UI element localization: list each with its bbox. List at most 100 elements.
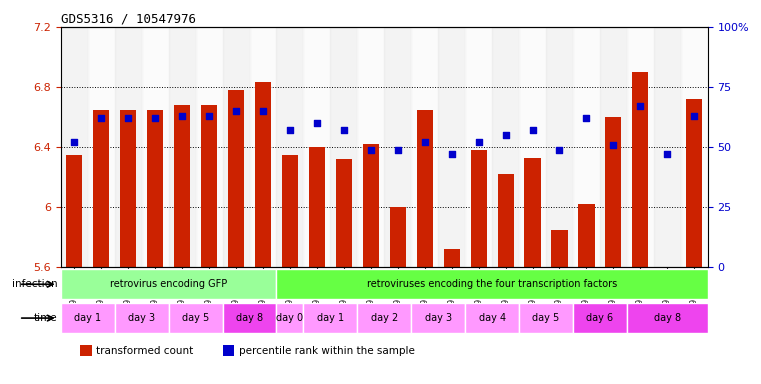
Point [257, 108, 269, 114]
Point [310, 120, 323, 126]
Bar [632, 72, 648, 267]
Bar [147, 109, 164, 267]
Point [688, 113, 700, 119]
Point [661, 151, 673, 157]
Bar [573, 27, 600, 267]
Text: day 8: day 8 [236, 313, 263, 323]
Text: day 6: day 6 [587, 313, 613, 323]
Bar [276, 27, 304, 267]
Text: day 1: day 1 [75, 313, 101, 323]
Bar [81, 345, 92, 356]
Bar [336, 159, 352, 267]
Text: day 3: day 3 [425, 313, 452, 323]
Text: transformed count: transformed count [97, 346, 194, 356]
Point [123, 115, 135, 121]
Bar [255, 83, 271, 267]
Point [230, 108, 242, 114]
Bar [201, 105, 217, 267]
FancyBboxPatch shape [304, 303, 358, 333]
Bar [605, 117, 622, 267]
Bar [492, 27, 519, 267]
FancyBboxPatch shape [222, 303, 276, 333]
Text: time: time [34, 313, 58, 323]
Point [203, 113, 215, 119]
Point [473, 139, 485, 146]
Bar [600, 27, 627, 267]
Bar [169, 27, 196, 267]
Bar [411, 27, 438, 267]
Bar [282, 155, 298, 267]
Bar [578, 204, 594, 267]
Bar [465, 27, 492, 267]
Bar [519, 27, 546, 267]
Bar [444, 249, 460, 267]
Text: day 3: day 3 [128, 313, 155, 323]
Bar [196, 27, 223, 267]
Bar [115, 27, 142, 267]
Point [149, 115, 161, 121]
Point [284, 127, 296, 133]
Bar [228, 90, 244, 267]
Point [499, 132, 511, 138]
Text: retroviruses encoding the four transcription factors: retroviruses encoding the four transcrip… [367, 279, 617, 289]
Bar [627, 27, 654, 267]
FancyBboxPatch shape [115, 303, 169, 333]
Text: day 1: day 1 [317, 313, 344, 323]
FancyBboxPatch shape [276, 269, 708, 300]
Bar [686, 99, 702, 267]
Bar [330, 27, 358, 267]
Point [338, 127, 350, 133]
FancyBboxPatch shape [627, 303, 708, 333]
Text: percentile rank within the sample: percentile rank within the sample [239, 346, 415, 356]
Bar [120, 109, 136, 267]
FancyBboxPatch shape [573, 303, 627, 333]
Bar [546, 27, 573, 267]
Bar [358, 27, 384, 267]
FancyBboxPatch shape [358, 303, 411, 333]
Bar [222, 345, 234, 356]
Bar [363, 144, 379, 267]
Text: day 8: day 8 [654, 313, 681, 323]
Text: infection: infection [12, 279, 58, 289]
Point [68, 139, 81, 146]
Text: day 0: day 0 [276, 313, 304, 323]
Text: day 4: day 4 [479, 313, 505, 323]
Bar [222, 27, 250, 267]
Text: retrovirus encoding GFP: retrovirus encoding GFP [110, 279, 228, 289]
Bar [61, 27, 88, 267]
FancyBboxPatch shape [276, 303, 304, 333]
Point [95, 115, 107, 121]
Text: day 2: day 2 [371, 313, 398, 323]
Bar [142, 27, 169, 267]
Bar [390, 207, 406, 267]
Bar [417, 109, 433, 267]
FancyBboxPatch shape [61, 303, 115, 333]
Bar [498, 174, 514, 267]
Bar [470, 150, 487, 267]
Bar [438, 27, 465, 267]
Point [446, 151, 458, 157]
Bar [654, 27, 681, 267]
Point [607, 142, 619, 148]
Point [365, 146, 377, 152]
FancyBboxPatch shape [411, 303, 465, 333]
Bar [659, 267, 676, 272]
Bar [66, 155, 82, 267]
Bar [250, 27, 276, 267]
FancyBboxPatch shape [465, 303, 519, 333]
Bar [309, 147, 325, 267]
Point [419, 139, 431, 146]
Text: day 5: day 5 [182, 313, 209, 323]
Point [581, 115, 593, 121]
FancyBboxPatch shape [61, 269, 276, 300]
Point [392, 146, 404, 152]
Point [634, 103, 646, 109]
Bar [93, 109, 110, 267]
FancyBboxPatch shape [519, 303, 573, 333]
Bar [304, 27, 330, 267]
Bar [174, 105, 190, 267]
Point [176, 113, 188, 119]
Text: GDS5316 / 10547976: GDS5316 / 10547976 [61, 13, 196, 26]
Point [527, 127, 539, 133]
Bar [681, 27, 708, 267]
